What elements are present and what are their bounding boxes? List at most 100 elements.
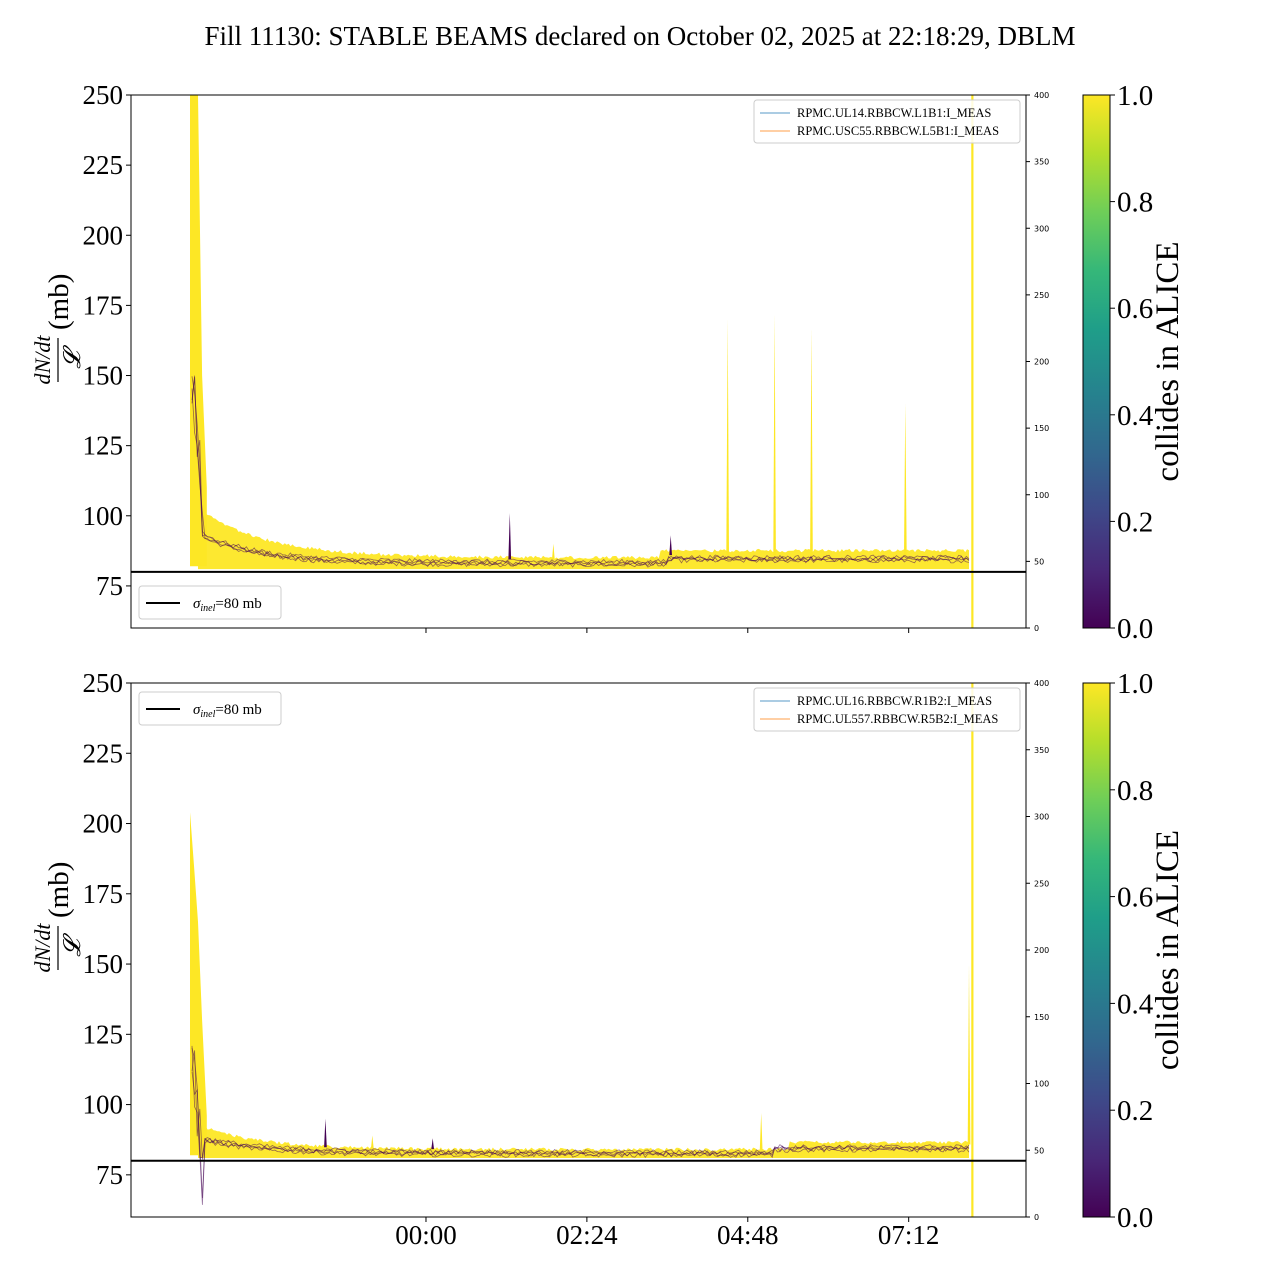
bottom-panel: 75 100 125 150 175 200 225 250 0 50 100 150 200 250 30… bbox=[30, 668, 1186, 1250]
colorbar-tick-label: 0.6 bbox=[1117, 882, 1153, 914]
y-tick-label: 225 bbox=[83, 150, 124, 180]
colorbar-tick-label: 0.4 bbox=[1117, 400, 1154, 432]
x-tick-label: 04:48 bbox=[717, 1220, 779, 1250]
trace-line bbox=[191, 376, 970, 566]
y2-tick-label: 200 bbox=[1034, 358, 1049, 367]
legend-box bbox=[138, 691, 282, 726]
trace-spike bbox=[726, 319, 729, 556]
y2-tick-label: 50 bbox=[1034, 557, 1044, 566]
series-legend: RPMC.UL16.RBBCW.R1B2:I_MEAS RPMC.UL557.RB… bbox=[753, 687, 1021, 732]
threshold-legend: σinel=80 mb bbox=[138, 691, 282, 726]
legend-entry: RPMC.UL16.RBBCW.R1B2:I_MEAS bbox=[797, 694, 992, 708]
legend-entry: RPMC.UL14.RBBCW.L1B1:I_MEAS bbox=[797, 106, 991, 120]
y-tick-label: 100 bbox=[83, 501, 124, 531]
trace-line bbox=[191, 388, 970, 567]
y-tick-label: 125 bbox=[83, 431, 124, 461]
colorbar: 0.0 0.2 0.4 0.6 0.8 1.0 collides in ALICE bbox=[1082, 668, 1186, 1234]
y2-tick-label: 400 bbox=[1034, 679, 1049, 688]
y2-tick-label: 100 bbox=[1034, 1080, 1049, 1089]
y-tick-label: 75 bbox=[96, 571, 123, 601]
trace-line bbox=[191, 1071, 970, 1199]
initial-peak bbox=[190, 95, 207, 567]
y-label-unit: (mb) bbox=[43, 862, 75, 918]
y-tick-label: 125 bbox=[83, 1019, 124, 1049]
trace-spike bbox=[810, 327, 813, 556]
y2-tick-label: 0 bbox=[1034, 1213, 1039, 1222]
y-label-numerator: dN/dt bbox=[30, 923, 55, 973]
trace-line bbox=[191, 1050, 970, 1160]
top-panel: 75 100 125 150 175 200 225 250 0 50 100 150 200 250 30… bbox=[30, 80, 1186, 645]
trace-spike bbox=[669, 535, 672, 556]
y2-tick-label: 50 bbox=[1034, 1146, 1044, 1155]
data-traces bbox=[190, 95, 974, 628]
trace-line bbox=[191, 1047, 970, 1205]
y-axis-label: dN/dt 𝓛 (mb) bbox=[30, 862, 86, 973]
trace-spike bbox=[324, 1118, 327, 1148]
legend-box bbox=[753, 687, 1021, 732]
y-tick-label: 75 bbox=[96, 1160, 123, 1190]
trace-spike bbox=[371, 1135, 374, 1149]
threshold-label: σinel=80 mb bbox=[193, 702, 262, 720]
trace-band bbox=[198, 1124, 969, 1158]
y-tick-label: 150 bbox=[83, 361, 124, 391]
trace-spike bbox=[552, 543, 555, 560]
trace-spike bbox=[904, 403, 907, 556]
threshold-label: σinel=80 mb bbox=[193, 596, 262, 614]
colorbar-tick-label: 0.0 bbox=[1117, 613, 1153, 645]
y2-tick-label: 150 bbox=[1034, 424, 1049, 433]
legend-box bbox=[138, 585, 282, 620]
legend-entry: RPMC.UL557.RBBCW.R5B2:I_MEAS bbox=[797, 712, 998, 726]
y-label-denominator: 𝓛 bbox=[60, 345, 86, 369]
x-tick-label: 07:12 bbox=[878, 1220, 940, 1250]
initial-peak bbox=[190, 812, 207, 1156]
axes-frame bbox=[130, 682, 1027, 1218]
y2-tick-label: 400 bbox=[1034, 91, 1049, 100]
colorbar-label: collides in ALICE bbox=[1150, 830, 1186, 1070]
threshold-legend: σinel=80 mb bbox=[138, 585, 282, 620]
page-title: Fill 11130: STABLE BEAMS declared on Oct… bbox=[204, 21, 1075, 51]
colorbar-tick-label: 0.2 bbox=[1117, 506, 1153, 538]
legend-entry: RPMC.USC55.RBBCW.L5B1:I_MEAS bbox=[797, 124, 999, 138]
y-tick-label: 225 bbox=[83, 738, 124, 768]
trace-spike bbox=[431, 1138, 434, 1150]
trace-line bbox=[191, 1045, 970, 1159]
x-tick-label: 02:24 bbox=[556, 1220, 618, 1250]
colorbar-tick-label: 0.8 bbox=[1117, 775, 1153, 807]
trace-line bbox=[191, 376, 970, 565]
y-label-unit: (mb) bbox=[43, 274, 75, 330]
y-axis-label: dN/dt 𝓛 (mb) bbox=[30, 274, 86, 385]
y-tick-label: 200 bbox=[83, 809, 124, 839]
colorbar-gradient bbox=[1082, 682, 1111, 1218]
colorbar-tick-label: 1.0 bbox=[1117, 668, 1153, 700]
trace-spike bbox=[759, 1113, 763, 1150]
y-tick-label: 175 bbox=[83, 290, 124, 320]
y-tick-label: 175 bbox=[83, 879, 124, 909]
y-tick-label: 250 bbox=[83, 668, 124, 698]
trace-spike bbox=[508, 513, 512, 560]
y2-tick-label: 300 bbox=[1034, 224, 1049, 233]
colorbar-gradient bbox=[1082, 94, 1111, 629]
colorbar-tick-label: 0.2 bbox=[1117, 1095, 1153, 1127]
y-tick-label: 250 bbox=[83, 80, 124, 110]
y2-tick-label: 200 bbox=[1034, 946, 1049, 955]
colorbar-tick-label: 0.0 bbox=[1117, 1202, 1153, 1234]
colorbar-tick-label: 0.6 bbox=[1117, 293, 1153, 325]
y-tick-label: 200 bbox=[83, 220, 124, 250]
trace-line bbox=[191, 375, 970, 568]
series-legend: RPMC.UL14.RBBCW.L1B1:I_MEAS RPMC.USC55.RB… bbox=[753, 99, 1021, 144]
colorbar: 0.0 0.2 0.4 0.6 0.8 1.0 collides in ALICE bbox=[1082, 80, 1186, 645]
y-label-numerator: dN/dt bbox=[30, 335, 55, 385]
y2-tick-label: 250 bbox=[1034, 879, 1049, 888]
trace-spike bbox=[967, 964, 971, 1145]
colorbar-tick-label: 1.0 bbox=[1117, 80, 1153, 112]
colorbar-tick-label: 0.4 bbox=[1117, 988, 1154, 1020]
y2-tick-label: 0 bbox=[1034, 624, 1039, 633]
y-tick-label: 150 bbox=[83, 949, 124, 979]
y2-tick-label: 150 bbox=[1034, 1013, 1049, 1022]
trace-band bbox=[198, 508, 969, 570]
colorbar-tick-label: 0.8 bbox=[1117, 187, 1153, 219]
y2-tick-label: 250 bbox=[1034, 291, 1049, 300]
y-tick-label: 100 bbox=[83, 1090, 124, 1120]
x-tick-label: 00:00 bbox=[395, 1220, 457, 1250]
